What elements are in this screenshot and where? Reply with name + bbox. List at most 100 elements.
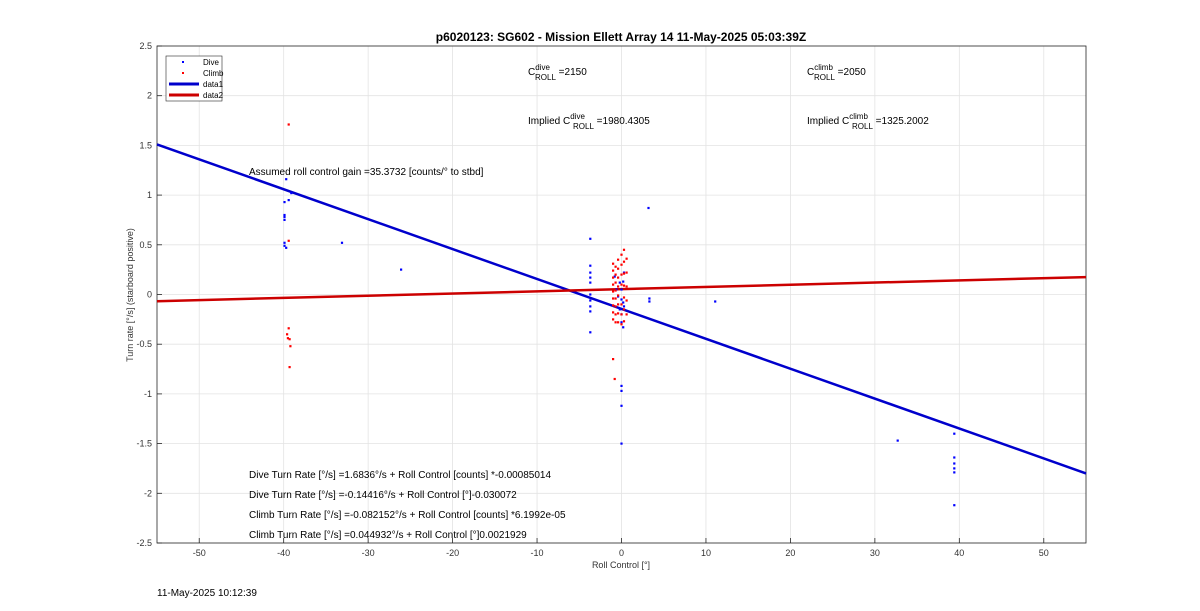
climb-point (612, 269, 615, 272)
implied-climb-value: =1325.2002 (873, 116, 929, 127)
generated-timestamp: 11-May-2025 10:12:39 (157, 588, 257, 599)
climb-point (614, 297, 617, 300)
climb-point (612, 318, 615, 321)
climb-point (613, 377, 616, 381)
legend-data1-label: data1 (203, 80, 224, 89)
climb-point (622, 320, 626, 323)
x-axis-label: Roll Control [°] (592, 560, 650, 570)
x-tick-label: 0 (619, 548, 624, 558)
dive-point (589, 305, 592, 308)
y-tick-label: 1.5 (139, 140, 152, 150)
dive-point (622, 301, 625, 304)
roll-gain-annotation: Assumed roll control gain =35.3732 [coun… (249, 167, 484, 178)
y-tick-label: 2 (147, 91, 152, 101)
climb-point (622, 308, 626, 311)
climb-point (612, 283, 615, 286)
dive-point (714, 300, 717, 303)
dive-point (589, 293, 592, 296)
dive-point (589, 237, 592, 240)
climb-point (617, 312, 620, 315)
climb-point (617, 303, 620, 306)
y-axis-ticks: -2.5 -2 -1.5 -1 -0.5 0 0.5 1 1.5 2 2.5 (136, 41, 162, 548)
dive-point (589, 310, 592, 313)
climb-point (614, 305, 617, 308)
implied-climb-sup: climb (849, 112, 868, 121)
climb-point (612, 290, 615, 293)
dive-point (613, 275, 616, 278)
climb-point (612, 358, 615, 361)
dive-point (620, 321, 623, 324)
climb-point (286, 333, 289, 336)
climb-point (617, 285, 620, 288)
y-tick-label: -0.5 (136, 339, 152, 349)
implied-dive-sub: ROLL (573, 122, 594, 131)
climb-point (614, 313, 617, 316)
dive-point (618, 308, 621, 311)
c-roll-dive-sup: dive (535, 63, 550, 72)
climb-point (620, 283, 623, 286)
legend-dive-marker (182, 61, 184, 63)
dive-point (953, 504, 956, 507)
y-tick-label: -2.5 (136, 538, 152, 548)
dive-point (589, 299, 592, 302)
climb-point (620, 263, 623, 266)
chart-title: p6020123: SG602 - Mission Ellett Array 1… (436, 30, 806, 44)
x-tick-label: 40 (954, 548, 964, 558)
legend: Dive Climb data1 data2 (165, 55, 224, 102)
dive-point (589, 331, 592, 334)
x-tick-label: 10 (701, 548, 711, 558)
c-roll-dive-annotation: Cdive ROLL =2150 (528, 63, 587, 82)
dive-point (285, 246, 288, 249)
c-roll-dive-base: C (528, 67, 535, 78)
c-roll-climb-sub: ROLL (814, 73, 835, 82)
dive-point (953, 471, 956, 474)
dive-point (648, 300, 651, 303)
dive-point (287, 199, 290, 202)
dive-point (622, 280, 625, 283)
climb-point (622, 248, 626, 251)
y-tick-label: 0.5 (139, 240, 152, 250)
climb-point (612, 262, 615, 265)
dive-point (589, 271, 592, 274)
climb-point (622, 260, 626, 263)
dive-point (620, 442, 623, 445)
dive-point (285, 178, 288, 181)
dive-point (953, 462, 956, 465)
dive-point (283, 213, 286, 217)
dive-point (620, 384, 623, 387)
x-tick-label: -20 (446, 548, 459, 558)
climb-point (287, 327, 290, 330)
dive-point (290, 192, 293, 195)
x-tick-label: -30 (362, 548, 375, 558)
dive-point (620, 389, 623, 392)
climb-point (625, 271, 628, 274)
climb-point (620, 273, 623, 276)
climb-point (614, 273, 617, 276)
dive-point (618, 281, 621, 284)
dive-point (896, 439, 899, 442)
climb-point (622, 296, 626, 299)
dive-point (283, 218, 286, 221)
c-roll-climb-sup: climb (814, 63, 833, 72)
x-tick-label: -50 (193, 548, 206, 558)
climb-point (617, 276, 620, 279)
climb-point (617, 294, 620, 297)
dive-point (647, 206, 650, 210)
legend-dive-label: Dive (203, 58, 220, 67)
y-tick-label: 1 (147, 190, 152, 200)
fit-climb-counts: Climb Turn Rate [°/s] =-0.082152°/s + Ro… (249, 510, 566, 521)
climb-point (612, 311, 615, 314)
dive-point (283, 215, 286, 219)
dive-point (283, 241, 286, 244)
dive-point (620, 298, 623, 301)
implied-dive-value: =1980.4305 (594, 116, 650, 127)
climb-point (612, 304, 615, 307)
climb-point (614, 281, 617, 284)
climb-point (625, 285, 628, 288)
dive-point (620, 404, 623, 407)
implied-dive-sup: dive (570, 112, 585, 121)
legend-climb-marker (182, 72, 184, 74)
climb-point (625, 299, 628, 302)
climb-point (625, 313, 628, 316)
